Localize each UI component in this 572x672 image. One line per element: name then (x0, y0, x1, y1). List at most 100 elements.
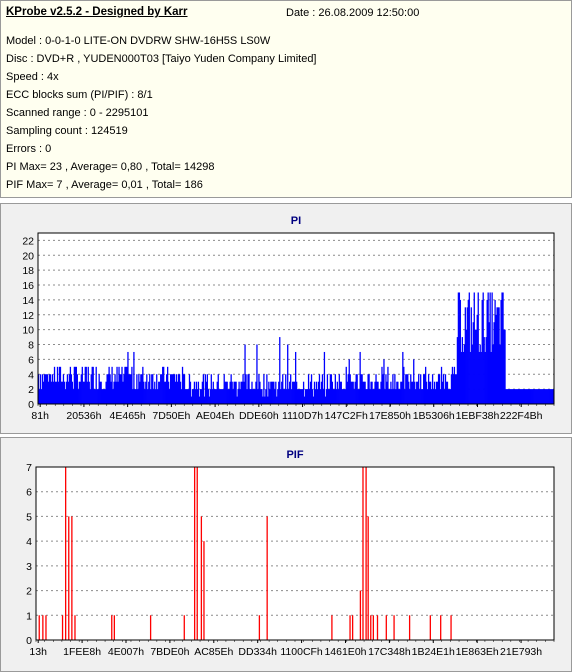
pi-bar (476, 314, 478, 404)
pi-bar (153, 389, 155, 404)
scan-info-panel: KProbe v2.5.2 - Designed by Karr Date : … (0, 0, 572, 198)
pif-bar (258, 615, 261, 640)
pi-bar (399, 389, 401, 404)
pi-bar (57, 381, 60, 404)
pi-bar (384, 389, 386, 404)
pi-bar (228, 389, 230, 404)
pi-bar (539, 389, 541, 404)
pi-bar (199, 389, 202, 404)
pi-bar (404, 389, 406, 404)
pi-bar (505, 389, 507, 404)
pi-bar (520, 389, 522, 404)
pi-bar (491, 292, 493, 404)
pi-bar (211, 389, 213, 404)
pi-bar (368, 374, 370, 404)
pi-bar (531, 389, 533, 404)
pi-bar (314, 389, 317, 404)
pi-bar (189, 381, 192, 404)
pi-bar (319, 389, 322, 404)
pi-bar (72, 389, 75, 404)
pif-bar (74, 615, 76, 640)
pi-bar (290, 374, 292, 404)
pi-bar (359, 351, 361, 404)
pi-bar (73, 366, 76, 404)
pi-bar (323, 351, 326, 404)
pi-bar (156, 374, 158, 404)
pi-bar (432, 389, 435, 404)
y-tick-label: 5 (26, 511, 32, 523)
pi-bar (478, 351, 480, 404)
pi-bar (529, 389, 531, 404)
pi-bar (422, 389, 424, 404)
pi-bar (89, 389, 91, 404)
pi-bar (375, 374, 377, 404)
x-tick-label: 222F4Bh (500, 410, 543, 422)
pi-bar (235, 381, 237, 404)
pi-bar (438, 374, 441, 404)
pi-bar (101, 389, 103, 404)
pi-bar (167, 381, 170, 404)
pi-bar (352, 381, 354, 404)
pi-bar (506, 389, 508, 404)
pi-bar (400, 381, 402, 404)
pi-bar (430, 389, 433, 404)
pi-bar (444, 374, 447, 404)
pi-bar (463, 344, 465, 404)
pi-bar (522, 389, 524, 404)
pi-bar (147, 389, 149, 404)
pi-bar (483, 337, 485, 404)
pi-bar (464, 307, 466, 404)
pi-bar (178, 374, 181, 404)
y-tick-label: 16 (22, 280, 34, 292)
pi-bar (452, 374, 455, 404)
pi-bar (513, 389, 515, 404)
pi-bar (286, 389, 288, 404)
pi-bar (170, 374, 173, 404)
pi-bar (203, 396, 206, 404)
pi-bar (391, 389, 393, 404)
pi-bar (77, 389, 79, 404)
pi-bar (120, 374, 122, 404)
pi-bar (264, 396, 266, 404)
pif-bar (440, 615, 442, 640)
pi-bar (175, 374, 178, 404)
pi-bar (103, 389, 105, 404)
pi-bar (276, 396, 278, 404)
pi-bar (289, 381, 291, 404)
pi-bar (249, 389, 251, 404)
pi-bar (221, 389, 223, 404)
y-tick-label: 2 (26, 586, 32, 598)
pi-bar (443, 389, 446, 404)
pi-bar (163, 366, 165, 404)
pi-bar (298, 389, 301, 404)
pi-bar (268, 381, 270, 404)
pi-bar (119, 374, 121, 404)
pi-bar (78, 381, 80, 404)
pi-bar (294, 381, 296, 404)
pi-bar (161, 374, 163, 404)
pi-bar (270, 381, 272, 404)
pi-bar (408, 381, 410, 404)
pi-bar (254, 389, 256, 404)
pi-bar (38, 374, 40, 404)
pi-bar (530, 389, 532, 404)
pi-bar (435, 381, 438, 404)
x-tick-label: 1461E0h (324, 646, 366, 658)
info-model: Model : 0-0-1-0 LITE-ON DVDRW SHW-16H5S … (6, 35, 271, 47)
pi-bar (541, 389, 543, 404)
pi-bar (230, 374, 232, 404)
pi-bar (524, 389, 526, 404)
pi-bar (426, 389, 429, 404)
x-tick-label: 20536h (66, 410, 101, 422)
pi-bar (551, 389, 553, 404)
pi-bar (182, 374, 185, 404)
pi-bar (427, 374, 430, 404)
pi-bar (533, 389, 535, 404)
pi-bar (451, 366, 454, 404)
pi-bar (312, 396, 315, 404)
pi-bar (257, 389, 259, 404)
pi-bar (155, 389, 157, 404)
pi-chart: PI 0 2 4 6 8 10 12 14 16 18 20 22 81h 20536h 4E465h 7D50… (22, 215, 555, 422)
info-disc: Disc : DVD+R , YUDEN000T03 [Taiyo Yuden … (6, 53, 317, 65)
pi-bar (245, 374, 247, 404)
